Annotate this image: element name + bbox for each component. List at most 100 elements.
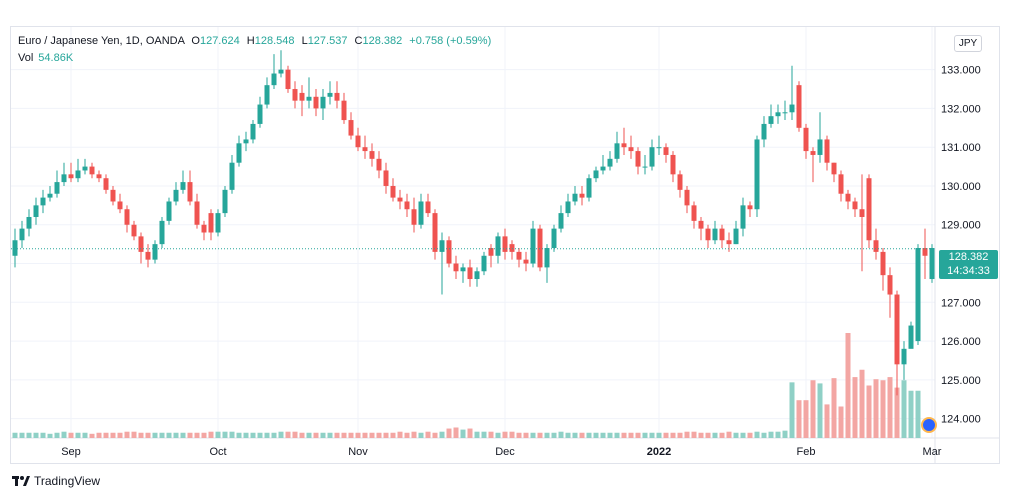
- volume-bar: [194, 432, 200, 438]
- candle-body: [481, 255, 487, 272]
- candle-body: [89, 166, 95, 175]
- candle-body: [656, 147, 662, 149]
- candle-body: [880, 251, 886, 276]
- volume-bar: [173, 432, 179, 438]
- volume-bar: [47, 433, 53, 438]
- volume-bar: [502, 431, 508, 438]
- candle-body: [82, 166, 88, 171]
- volume-bar: [313, 432, 319, 438]
- volume-bar: [873, 379, 879, 438]
- volume-bar: [285, 431, 291, 438]
- volume-bar: [26, 432, 32, 438]
- volume-bar: [523, 432, 529, 438]
- candle-body: [852, 201, 858, 210]
- volume-bar: [54, 432, 60, 438]
- volume-bar: [880, 380, 886, 438]
- candle-body: [803, 127, 809, 152]
- volume-bar: [488, 431, 494, 438]
- volume-bar: [775, 431, 781, 438]
- volume-bar: [82, 432, 88, 438]
- candle-body: [642, 166, 648, 168]
- candle-body: [908, 325, 914, 349]
- candle-body: [859, 209, 865, 217]
- candle-body: [194, 201, 200, 225]
- volume-bar: [768, 431, 774, 438]
- candle-body: [600, 166, 606, 171]
- symbol-title[interactable]: Euro / Japanese Yen, 1D, OANDA: [18, 35, 185, 47]
- volume-bar: [593, 432, 599, 438]
- close-label: C: [354, 35, 363, 47]
- candle-body: [824, 139, 830, 163]
- volume-bar: [201, 432, 207, 438]
- volume-bar: [789, 382, 795, 438]
- currency-badge[interactable]: JPY: [954, 35, 982, 52]
- candle-body: [369, 151, 375, 159]
- candle-body: [355, 135, 361, 148]
- volume-bar: [299, 432, 305, 438]
- candle-body: [922, 248, 928, 256]
- volume-bar: [852, 377, 858, 438]
- candle-body: [474, 271, 480, 280]
- volume-label[interactable]: Vol: [18, 52, 34, 64]
- volume-bar: [838, 406, 844, 438]
- candle-body: [278, 69, 284, 74]
- candle-body: [75, 170, 81, 179]
- candle-body: [691, 205, 697, 221]
- candle-body: [222, 189, 228, 214]
- candle-body: [663, 147, 669, 155]
- volume-bar: [761, 432, 767, 438]
- candle-body: [530, 228, 536, 264]
- volume-bar: [565, 432, 571, 438]
- volume-bar: [908, 390, 914, 438]
- volume-bar: [418, 432, 424, 438]
- volume-bar: [600, 432, 606, 438]
- candle-body: [719, 228, 725, 241]
- candle-body: [12, 240, 18, 256]
- candle-body: [523, 259, 529, 264]
- candle-body: [607, 158, 613, 167]
- candle-body: [285, 69, 291, 90]
- volume-legend: Vol 54.86K: [18, 52, 73, 64]
- candle-body: [509, 244, 515, 252]
- bar-countdown: 14:34:33: [947, 265, 990, 277]
- candle-body: [54, 182, 60, 194]
- x-tick-label: Sep: [61, 446, 81, 458]
- x-tick-label: Mar: [923, 446, 942, 458]
- volume-bar: [250, 432, 256, 438]
- candle-body: [201, 224, 207, 233]
- candle-body: [782, 112, 788, 114]
- chart-frame: 124.000125.000126.000127.000128.000129.0…: [10, 26, 1000, 464]
- candle-body: [726, 240, 732, 245]
- volume-bar: [453, 427, 459, 438]
- volume-bar: [187, 432, 193, 438]
- candle-body: [516, 251, 522, 260]
- volume-bar: [89, 433, 95, 438]
- candle-body: [61, 174, 67, 183]
- candle-body: [103, 178, 109, 190]
- volume-bar: [887, 377, 893, 438]
- volume-bar: [467, 428, 473, 438]
- candle-body: [810, 151, 816, 155]
- volume-bar: [663, 432, 669, 438]
- volume-bar: [691, 431, 697, 438]
- volume-bar: [670, 432, 676, 438]
- candle-body: [432, 213, 438, 252]
- volume-bar: [579, 432, 585, 438]
- y-tick-label: 125.000: [941, 375, 981, 387]
- volume-bar: [460, 429, 466, 438]
- candle-body: [19, 228, 25, 241]
- candle-body: [215, 213, 221, 233]
- tradingview-brand[interactable]: TradingView: [12, 474, 100, 488]
- candle-body: [145, 251, 151, 260]
- volume-bar: [33, 432, 39, 438]
- candle-body: [257, 104, 263, 124]
- low-label: L: [301, 35, 308, 47]
- candle-body: [866, 178, 872, 241]
- candle-body: [467, 267, 473, 280]
- candlestick-chart[interactable]: 124.000125.000126.000127.000128.000129.0…: [11, 27, 999, 463]
- volume-bar: [411, 431, 417, 438]
- candle-body: [117, 201, 123, 210]
- candle-body: [838, 174, 844, 194]
- volume-bar: [222, 431, 228, 438]
- y-tick-label: 130.000: [941, 181, 981, 193]
